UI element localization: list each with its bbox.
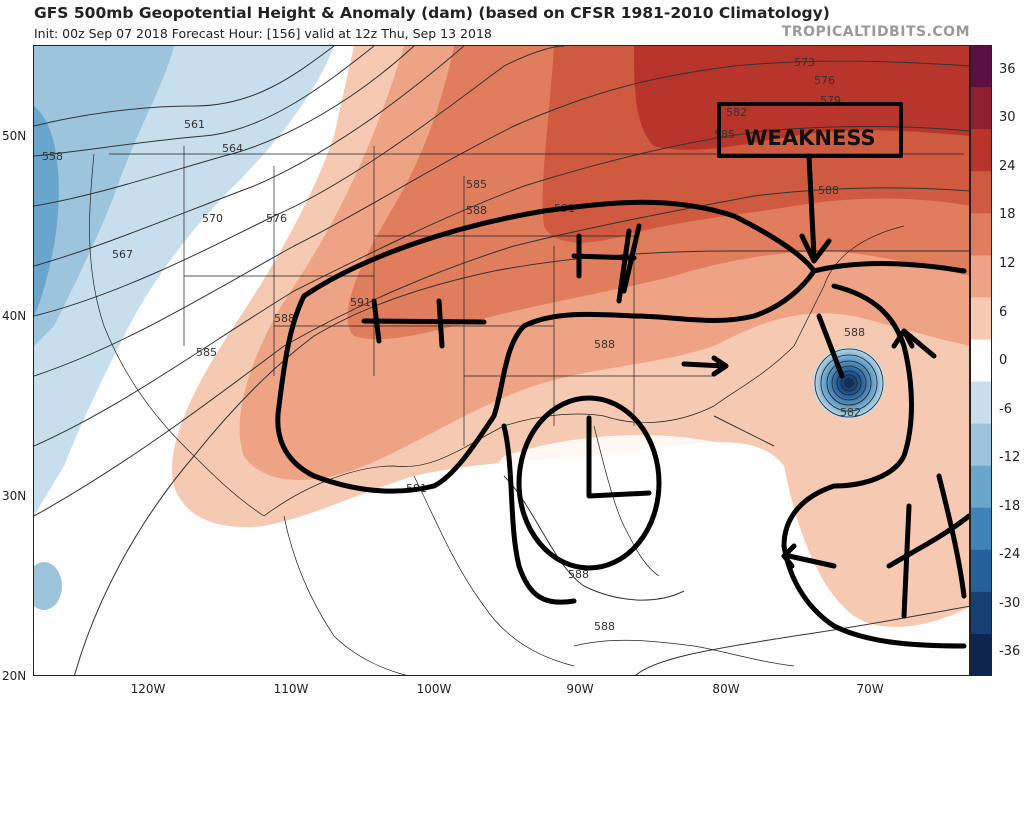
lat-label-50n: 50N — [2, 129, 27, 143]
lon-label-120w: 120W — [130, 682, 166, 696]
anomaly-neutral-gulf — [489, 435, 794, 618]
anomaly-negative-deep — [34, 106, 59, 316]
colorbar-label-neg36: -36 — [999, 644, 1021, 659]
weakness-label: WEAKNESS — [744, 126, 875, 150]
svg-text:576: 576 — [814, 74, 835, 87]
svg-text:588: 588 — [568, 568, 589, 581]
svg-text:591: 591 — [350, 296, 371, 309]
lon-label-70w: 70W — [856, 682, 884, 696]
chart-title: GFS 500mb Geopotential Height & Anomaly … — [34, 4, 830, 22]
svg-text:588: 588 — [844, 326, 865, 339]
svg-text:588: 588 — [274, 312, 295, 325]
colorbar-segment — [970, 255, 992, 298]
anomaly-negative-core — [34, 46, 174, 346]
svg-text:576: 576 — [266, 212, 287, 225]
lon-label-100w: 100W — [416, 682, 452, 696]
colorbar-label-neg24: -24 — [999, 547, 1021, 562]
lat-label-40n: 40N — [2, 309, 27, 323]
low-circle-annotation — [516, 395, 662, 571]
svg-text:567: 567 — [112, 248, 133, 261]
svg-text:564: 564 — [222, 142, 243, 155]
svg-text:582: 582 — [726, 106, 747, 119]
svg-text:558: 558 — [42, 150, 63, 163]
svg-text:588: 588 — [594, 620, 615, 633]
colorbar-label-neg12: -12 — [999, 450, 1021, 465]
colorbar-segment — [970, 171, 992, 214]
colorbar-segment — [970, 381, 992, 425]
colorbar-label-neg18: -18 — [999, 499, 1021, 514]
lon-label-80w: 80W — [712, 682, 740, 696]
map-panel: 561 558 564 567 570 576 573 576 579 582 … — [33, 45, 970, 676]
colorbar-segment — [970, 129, 992, 172]
colorbar-label-36: 36 — [999, 62, 1016, 77]
colorbar-segment — [970, 549, 992, 593]
svg-text:588: 588 — [466, 204, 487, 217]
svg-text:588: 588 — [594, 338, 615, 351]
svg-text:585: 585 — [466, 178, 487, 191]
colorbar-segment — [970, 87, 992, 130]
lat-label-20n: 20N — [2, 669, 27, 683]
colorbar-segment — [970, 591, 992, 635]
colorbar-segment — [970, 45, 992, 88]
colorbar-border — [970, 45, 992, 676]
svg-text:561: 561 — [184, 118, 205, 131]
colorbar-label-12: 12 — [999, 256, 1016, 271]
colorbar-segment — [970, 339, 992, 383]
svg-text:570: 570 — [202, 212, 223, 225]
svg-text:573: 573 — [794, 56, 815, 69]
map-svg: 561 558 564 567 570 576 573 576 579 582 … — [34, 46, 969, 675]
colorbar-label-6: 6 — [999, 305, 1008, 320]
colorbar-label-30: 30 — [999, 110, 1016, 125]
svg-text:582: 582 — [840, 406, 861, 419]
svg-text:588: 588 — [818, 184, 839, 197]
colorbar-segment — [970, 423, 992, 467]
lon-label-90w: 90W — [566, 682, 594, 696]
height-contours — [34, 46, 969, 675]
colorbar-segment — [970, 297, 992, 340]
lat-label-30n: 30N — [2, 489, 27, 503]
colorbar-label-neg6: -6 — [999, 402, 1012, 417]
colorbar-label-0: 0 — [999, 353, 1008, 368]
contour-labels: 561 558 564 567 570 576 573 576 579 582 … — [42, 56, 865, 633]
colorbar-segment — [970, 507, 992, 551]
brand-watermark: TROPICALTIDBITS.COM — [781, 24, 970, 40]
colorbar-label-neg30: -30 — [999, 596, 1021, 611]
svg-text:585: 585 — [196, 346, 217, 359]
anomaly-colorbar — [970, 45, 992, 676]
chart-subtitle: Init: 00z Sep 07 2018 Forecast Hour: [15… — [34, 26, 492, 41]
lon-label-110w: 110W — [273, 682, 309, 696]
colorbar-label-18: 18 — [999, 207, 1016, 222]
colorbar-segment — [970, 465, 992, 509]
colorbar-segment — [970, 633, 992, 676]
hand-annotations — [275, 102, 969, 649]
colorbar-segment — [970, 213, 992, 256]
colorbar-label-24: 24 — [999, 159, 1016, 174]
